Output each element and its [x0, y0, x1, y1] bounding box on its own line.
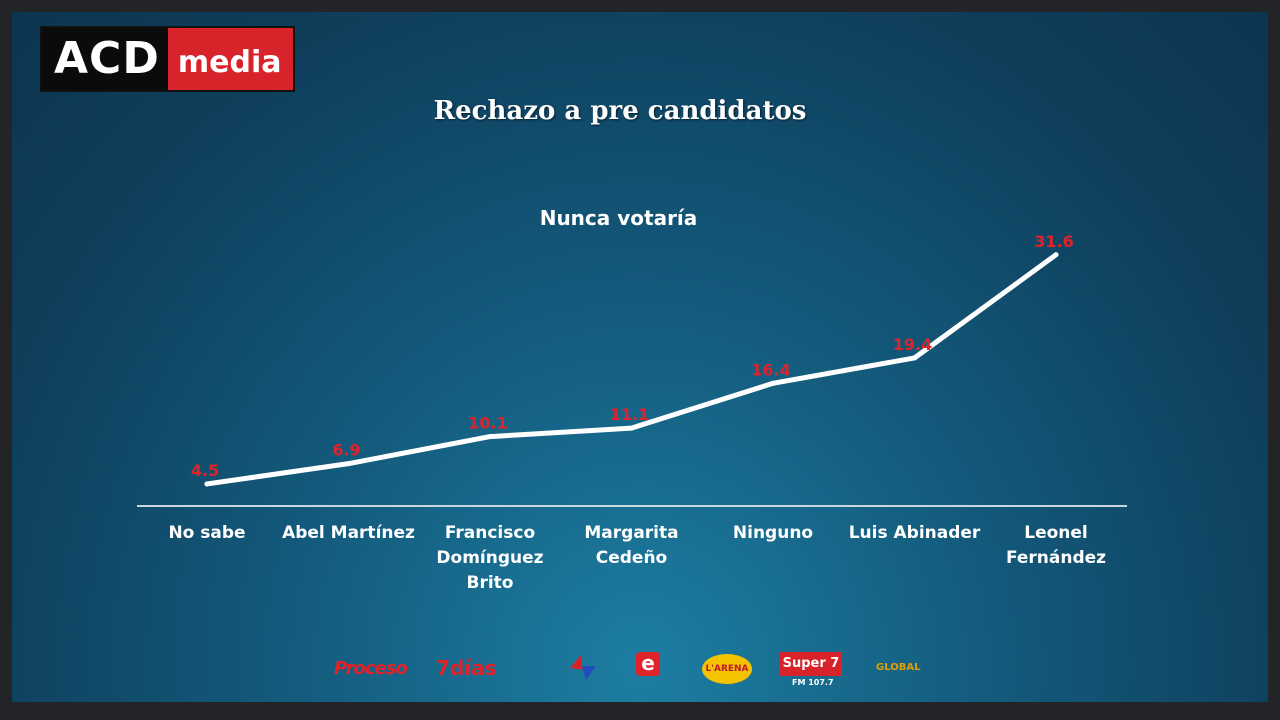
- logo-part-media: media: [167, 28, 294, 90]
- data-label: 6.9: [332, 441, 360, 460]
- e-logo: e: [636, 652, 660, 676]
- global-logo: GLOBAL: [876, 662, 920, 673]
- sponsor-logos: Proceso 7días e L'ARENA Super 7 FM 107.7…: [330, 648, 940, 692]
- x-tick-label: Luis Abinader: [849, 523, 981, 543]
- x-tick-label-line: Luis Abinader: [849, 523, 981, 543]
- chart-subtitle: Nunca votaría: [539, 206, 698, 230]
- data-label: 11.1: [610, 405, 649, 424]
- data-label: 19.4: [893, 335, 932, 354]
- data-point: [912, 355, 917, 361]
- x-tick-label-line: Domínguez: [436, 548, 543, 568]
- x-tick-label-line: No sabe: [168, 523, 245, 543]
- proceso-logo: Proceso: [334, 658, 408, 679]
- x-tick-label-line: Ninguno: [733, 523, 813, 543]
- x-tick-label-line: Margarita: [584, 523, 678, 543]
- acd-media-logo: ACD media: [42, 28, 294, 90]
- global-logo-text: GLOBAL: [876, 662, 921, 673]
- x-tick-label-line: Abel Martínez: [282, 523, 415, 543]
- x-tick-label: Ninguno: [733, 523, 813, 543]
- data-label: 4.5: [191, 461, 219, 480]
- data-point: [629, 425, 634, 431]
- larena-logo: L'ARENA: [702, 654, 752, 684]
- data-point: [487, 434, 493, 440]
- super7-logo: Super 7: [780, 652, 842, 676]
- x-tick-label: Margarita Cedeño: [584, 523, 678, 568]
- data-label: 31.6: [1034, 232, 1073, 251]
- channel-logo: [566, 650, 596, 680]
- data-point: [770, 380, 776, 386]
- x-tick-label-line: Brito: [467, 573, 514, 593]
- super7-logo-text: Super 7: [782, 656, 840, 671]
- data-point: [204, 481, 210, 487]
- 7dias-logo: 7días: [436, 656, 497, 680]
- slide-frame: [12, 12, 1268, 702]
- x-tick-label-line: Francisco: [445, 523, 535, 543]
- x-tick-label-line: Fernández: [1006, 548, 1106, 568]
- data-label: 10.1: [468, 414, 507, 433]
- chart-title: Rechazo a pre candidatos: [433, 96, 807, 126]
- x-tick-label: Leonel Fernández: [1006, 523, 1106, 568]
- e-logo-text: e: [641, 651, 655, 675]
- x-tick-label-line: Leonel: [1024, 523, 1088, 543]
- logo-part-acd: ACD: [42, 28, 168, 90]
- larena-logo-text: L'ARENA: [705, 664, 749, 674]
- x-tick-label: Francisco Domínguez Brito: [436, 523, 543, 593]
- data-point: [346, 461, 351, 467]
- super7-sub: FM 107.7: [792, 678, 834, 687]
- x-tick-label: No sabe: [168, 523, 245, 543]
- x-tick-label-line: Cedeño: [596, 548, 668, 568]
- data-label: 16.4: [751, 360, 790, 379]
- x-tick-label: Abel Martínez: [282, 523, 415, 543]
- data-point: [1053, 252, 1059, 258]
